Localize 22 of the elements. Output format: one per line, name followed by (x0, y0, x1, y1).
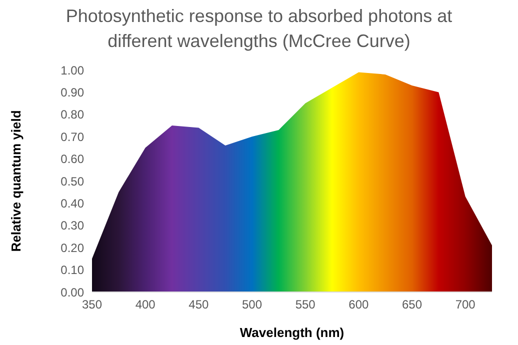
y-tick-label: 0.80 (60, 108, 84, 122)
x-tick-label: 550 (295, 298, 316, 312)
x-tick-label: 350 (82, 298, 102, 312)
y-axis-title: Relative quantum yield (8, 110, 24, 252)
x-axis-title: Wavelength (nm) (240, 325, 344, 340)
y-tick-label: 0.50 (60, 174, 84, 188)
y-tick-label: 0.30 (60, 218, 84, 233)
y-tick-label: 0.20 (60, 240, 84, 255)
y-tick-label: 1.00 (60, 63, 84, 78)
y-tick-label: 0.70 (60, 130, 84, 144)
chart-title: Photosynthetic response to absorbed photons at different wavelengths (McCree Curve) (64, 5, 454, 53)
x-tick-label: 700 (455, 298, 476, 312)
x-tick-label: 650 (402, 298, 422, 312)
y-tick-label: 0.60 (60, 152, 84, 166)
y-tick-label: 0.10 (60, 263, 84, 278)
y-tick-label: 0.00 (60, 285, 84, 300)
y-tick-label: 0.40 (60, 196, 84, 210)
x-tick-label: 450 (188, 298, 209, 312)
x-tick-label: 500 (242, 298, 262, 312)
x-tick-label: 600 (348, 298, 369, 312)
x-tick-label: 400 (135, 298, 156, 312)
y-tick-label: 0.90 (60, 85, 84, 100)
